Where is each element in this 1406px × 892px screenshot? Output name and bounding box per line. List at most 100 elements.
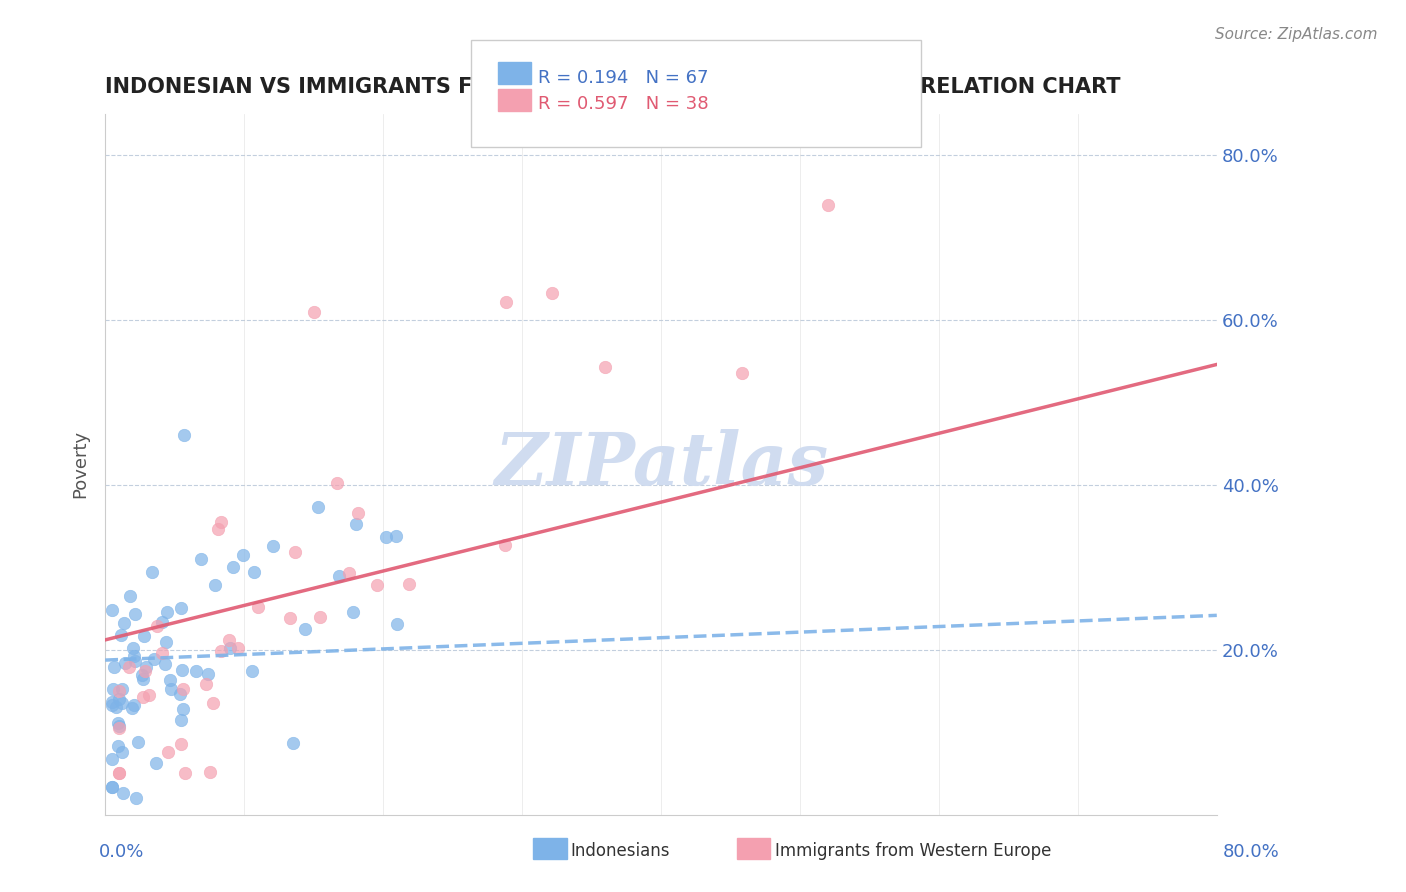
Point xyxy=(200,764,222,779)
Point xyxy=(124,654,146,668)
Point xyxy=(184,664,207,678)
Point xyxy=(204,577,226,591)
Point xyxy=(262,539,284,553)
Point xyxy=(120,589,142,603)
Point xyxy=(346,506,368,520)
Point xyxy=(817,198,839,212)
Point xyxy=(308,610,330,624)
Point xyxy=(111,681,134,696)
Point xyxy=(218,632,240,647)
Point xyxy=(101,681,124,696)
Point xyxy=(101,695,124,709)
Point xyxy=(107,739,129,754)
Point xyxy=(146,618,169,632)
Point xyxy=(108,766,131,780)
Point xyxy=(194,676,217,690)
Point xyxy=(278,610,301,624)
Point xyxy=(202,696,225,710)
Point xyxy=(156,605,179,619)
Point xyxy=(134,665,156,679)
Point xyxy=(101,780,124,794)
Point xyxy=(141,565,163,579)
Point xyxy=(101,603,124,617)
Point xyxy=(118,660,141,674)
Text: INDONESIAN VS IMMIGRANTS FROM WESTERN EUROPE POVERTY CORRELATION CHART: INDONESIAN VS IMMIGRANTS FROM WESTERN EU… xyxy=(105,78,1121,97)
Point xyxy=(122,649,145,664)
Point xyxy=(387,617,409,632)
Point xyxy=(385,528,408,542)
Text: R = 0.597   N = 38: R = 0.597 N = 38 xyxy=(538,95,709,113)
Point xyxy=(593,360,616,375)
Point xyxy=(101,752,124,766)
Point xyxy=(124,607,146,621)
Point xyxy=(170,714,193,728)
Point xyxy=(173,427,195,442)
Point xyxy=(138,689,160,703)
Point xyxy=(122,698,145,712)
Point xyxy=(134,629,156,643)
Point xyxy=(135,659,157,673)
Point xyxy=(150,646,173,660)
Point xyxy=(142,651,165,665)
Point xyxy=(112,787,135,801)
Point xyxy=(111,745,134,759)
Text: Immigrants from Western Europe: Immigrants from Western Europe xyxy=(775,842,1052,860)
Point xyxy=(337,566,360,581)
Point xyxy=(247,600,270,615)
Point xyxy=(101,698,124,712)
Point xyxy=(112,616,135,631)
Point xyxy=(111,696,134,710)
Point xyxy=(325,476,347,491)
Text: Source: ZipAtlas.com: Source: ZipAtlas.com xyxy=(1215,27,1378,42)
Point xyxy=(281,736,304,750)
Point xyxy=(226,641,249,656)
Point xyxy=(540,286,562,301)
Text: R = 0.194   N = 67: R = 0.194 N = 67 xyxy=(538,69,709,87)
Point xyxy=(157,745,180,759)
Point xyxy=(209,516,232,530)
Point xyxy=(197,666,219,681)
Point xyxy=(121,701,143,715)
Point xyxy=(207,522,229,536)
Point xyxy=(107,716,129,731)
Point xyxy=(190,552,212,566)
Text: Indonesians: Indonesians xyxy=(571,842,671,860)
Point xyxy=(121,640,143,655)
Point xyxy=(172,682,194,697)
Point xyxy=(105,699,128,714)
Point xyxy=(155,635,177,649)
Point xyxy=(307,500,329,514)
Point xyxy=(222,560,245,574)
Point xyxy=(302,305,325,319)
Point xyxy=(145,756,167,770)
Point xyxy=(125,791,148,805)
Point xyxy=(328,569,350,583)
Text: ZIPatlas: ZIPatlas xyxy=(494,429,828,500)
Y-axis label: Poverty: Poverty xyxy=(72,430,89,499)
Point xyxy=(730,366,752,380)
Point xyxy=(494,538,516,552)
Point xyxy=(114,656,136,670)
Point xyxy=(366,578,388,592)
Point xyxy=(243,565,266,579)
Point xyxy=(132,690,155,704)
Point xyxy=(170,601,193,615)
Point xyxy=(344,517,367,532)
Point xyxy=(127,735,149,749)
Point xyxy=(170,737,193,751)
Point xyxy=(174,766,197,780)
Point xyxy=(398,576,420,591)
Point xyxy=(150,615,173,629)
Point xyxy=(172,702,194,716)
Point xyxy=(170,663,193,677)
Point xyxy=(232,548,254,562)
Point xyxy=(240,664,263,678)
Point xyxy=(108,691,131,706)
Text: 80.0%: 80.0% xyxy=(1223,843,1279,861)
Point xyxy=(169,687,191,701)
Point xyxy=(110,628,132,642)
Point xyxy=(375,530,398,544)
Text: 0.0%: 0.0% xyxy=(98,843,143,861)
Point xyxy=(108,719,131,733)
Point xyxy=(209,644,232,658)
